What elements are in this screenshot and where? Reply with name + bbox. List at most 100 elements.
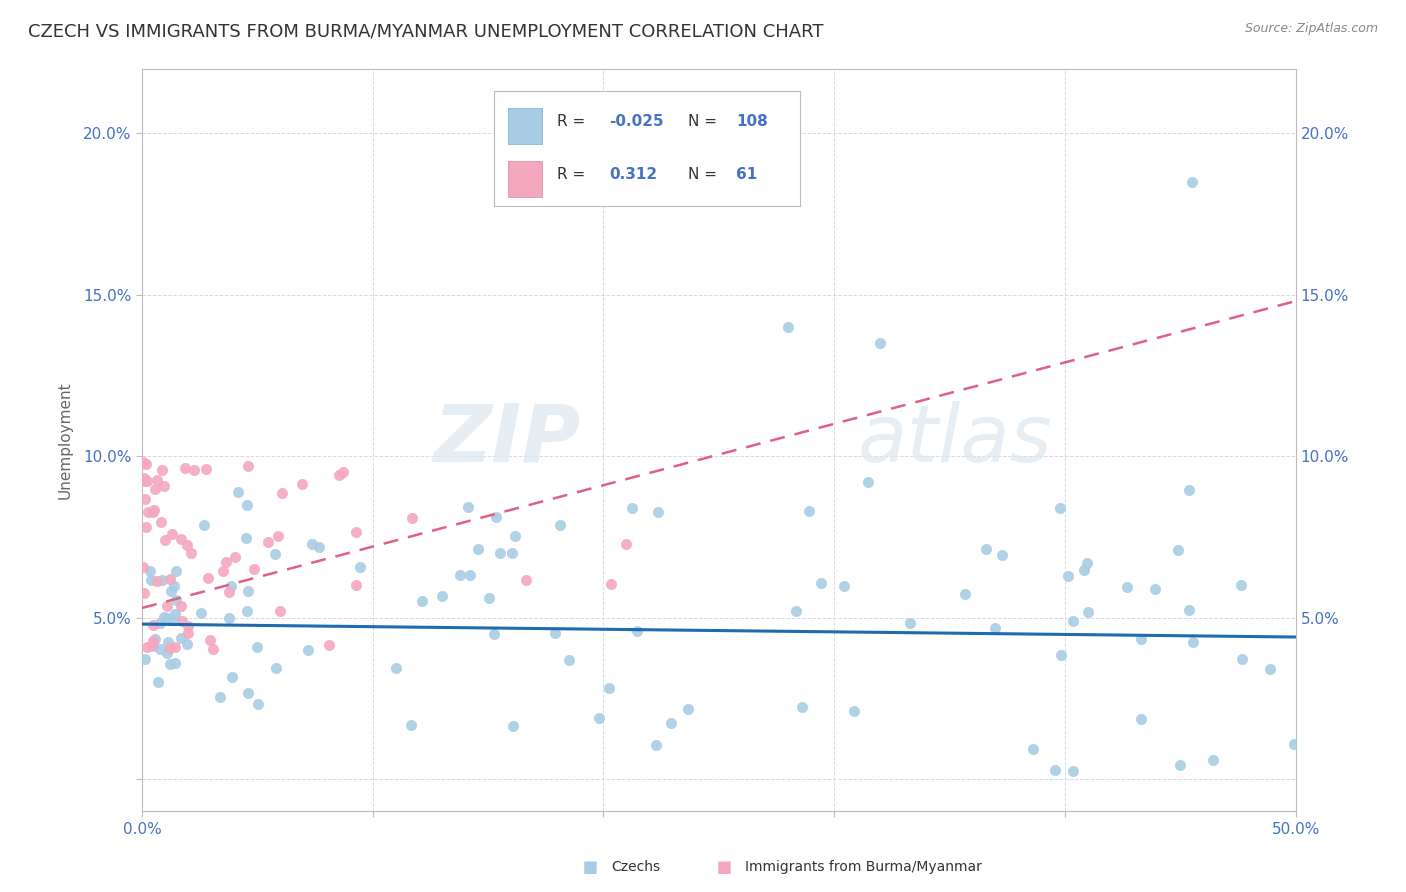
Point bbox=[1022, 742, 1045, 756]
Point bbox=[177, 626, 200, 640]
Point bbox=[194, 462, 217, 476]
Point bbox=[1229, 578, 1251, 592]
Point bbox=[170, 631, 193, 645]
Point bbox=[170, 532, 193, 546]
Point bbox=[1076, 556, 1098, 570]
Point bbox=[1282, 737, 1305, 751]
Point bbox=[155, 646, 177, 660]
Point bbox=[165, 656, 187, 670]
Point bbox=[134, 471, 156, 485]
Point bbox=[1116, 580, 1139, 594]
Point bbox=[869, 336, 891, 351]
Point bbox=[142, 634, 165, 648]
Point bbox=[1130, 712, 1153, 726]
Point bbox=[1062, 615, 1084, 629]
Point bbox=[197, 571, 219, 585]
Point bbox=[344, 525, 367, 540]
Point bbox=[645, 738, 668, 752]
Point bbox=[478, 591, 501, 606]
Point bbox=[236, 604, 259, 618]
Point bbox=[245, 640, 267, 655]
Point bbox=[600, 576, 623, 591]
Point bbox=[236, 686, 259, 700]
Point bbox=[482, 626, 505, 640]
Text: -0.025: -0.025 bbox=[609, 114, 664, 129]
Point bbox=[790, 699, 813, 714]
Point bbox=[156, 635, 179, 649]
Point bbox=[411, 593, 433, 607]
Text: 61: 61 bbox=[737, 168, 758, 182]
Point bbox=[647, 505, 669, 519]
Point bbox=[984, 621, 1007, 635]
Text: CZECH VS IMMIGRANTS FROM BURMA/MYANMAR UNEMPLOYMENT CORRELATION CHART: CZECH VS IMMIGRANTS FROM BURMA/MYANMAR U… bbox=[28, 22, 824, 40]
Point bbox=[856, 475, 879, 490]
Point bbox=[146, 473, 169, 487]
Point bbox=[297, 642, 319, 657]
Point bbox=[1202, 753, 1225, 767]
Point bbox=[176, 538, 198, 552]
Point bbox=[659, 716, 682, 731]
Point bbox=[211, 564, 233, 578]
Point bbox=[143, 482, 166, 496]
Y-axis label: Unemployment: Unemployment bbox=[58, 381, 72, 499]
Point bbox=[799, 504, 821, 518]
Point bbox=[257, 535, 280, 549]
Point bbox=[401, 511, 423, 525]
Point bbox=[810, 576, 832, 591]
Point bbox=[198, 632, 221, 647]
Point bbox=[246, 697, 269, 711]
Point bbox=[1077, 605, 1099, 619]
Point bbox=[131, 559, 153, 574]
Point bbox=[1050, 648, 1073, 663]
Point bbox=[235, 531, 257, 545]
Point bbox=[502, 719, 524, 733]
Point bbox=[460, 568, 482, 582]
Point bbox=[1043, 763, 1066, 777]
Text: R =: R = bbox=[557, 114, 585, 129]
Point bbox=[160, 584, 183, 599]
Point bbox=[236, 498, 259, 512]
Point bbox=[269, 605, 291, 619]
Point bbox=[146, 574, 169, 588]
Text: ▪: ▪ bbox=[716, 855, 733, 879]
Text: 108: 108 bbox=[737, 114, 768, 129]
Point bbox=[349, 560, 371, 574]
Point bbox=[243, 562, 266, 576]
Point bbox=[180, 546, 202, 560]
Point bbox=[614, 537, 637, 551]
Point bbox=[163, 613, 186, 627]
Point bbox=[501, 546, 523, 560]
Point bbox=[328, 467, 350, 482]
Point bbox=[134, 586, 156, 600]
Point bbox=[449, 568, 471, 582]
Point bbox=[263, 547, 285, 561]
Point bbox=[135, 640, 157, 654]
Point bbox=[141, 640, 163, 654]
Text: R =: R = bbox=[557, 168, 585, 182]
Point bbox=[1178, 483, 1201, 497]
Point bbox=[149, 642, 172, 657]
Point bbox=[159, 573, 181, 587]
Point bbox=[162, 527, 184, 541]
Point bbox=[1181, 175, 1204, 189]
Point bbox=[159, 657, 181, 671]
Point bbox=[165, 607, 187, 622]
Point bbox=[488, 546, 510, 560]
Point bbox=[139, 574, 162, 588]
Point bbox=[558, 653, 581, 667]
Point bbox=[221, 579, 243, 593]
Point bbox=[785, 604, 807, 618]
Point bbox=[842, 704, 865, 718]
Point bbox=[155, 533, 177, 547]
Point bbox=[318, 638, 340, 652]
Point bbox=[385, 660, 408, 674]
Point bbox=[150, 463, 173, 477]
Text: Czechs: Czechs bbox=[612, 860, 661, 874]
Point bbox=[201, 642, 224, 657]
Point bbox=[146, 675, 169, 690]
Point bbox=[457, 500, 479, 515]
Point bbox=[238, 583, 260, 598]
Point bbox=[1178, 603, 1201, 617]
Point bbox=[136, 474, 159, 488]
Point bbox=[134, 474, 156, 488]
